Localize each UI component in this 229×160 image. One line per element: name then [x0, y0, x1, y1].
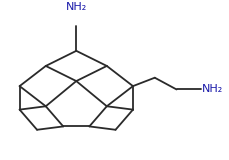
Text: NH₂: NH₂	[66, 2, 87, 12]
Text: NH₂: NH₂	[202, 84, 223, 94]
